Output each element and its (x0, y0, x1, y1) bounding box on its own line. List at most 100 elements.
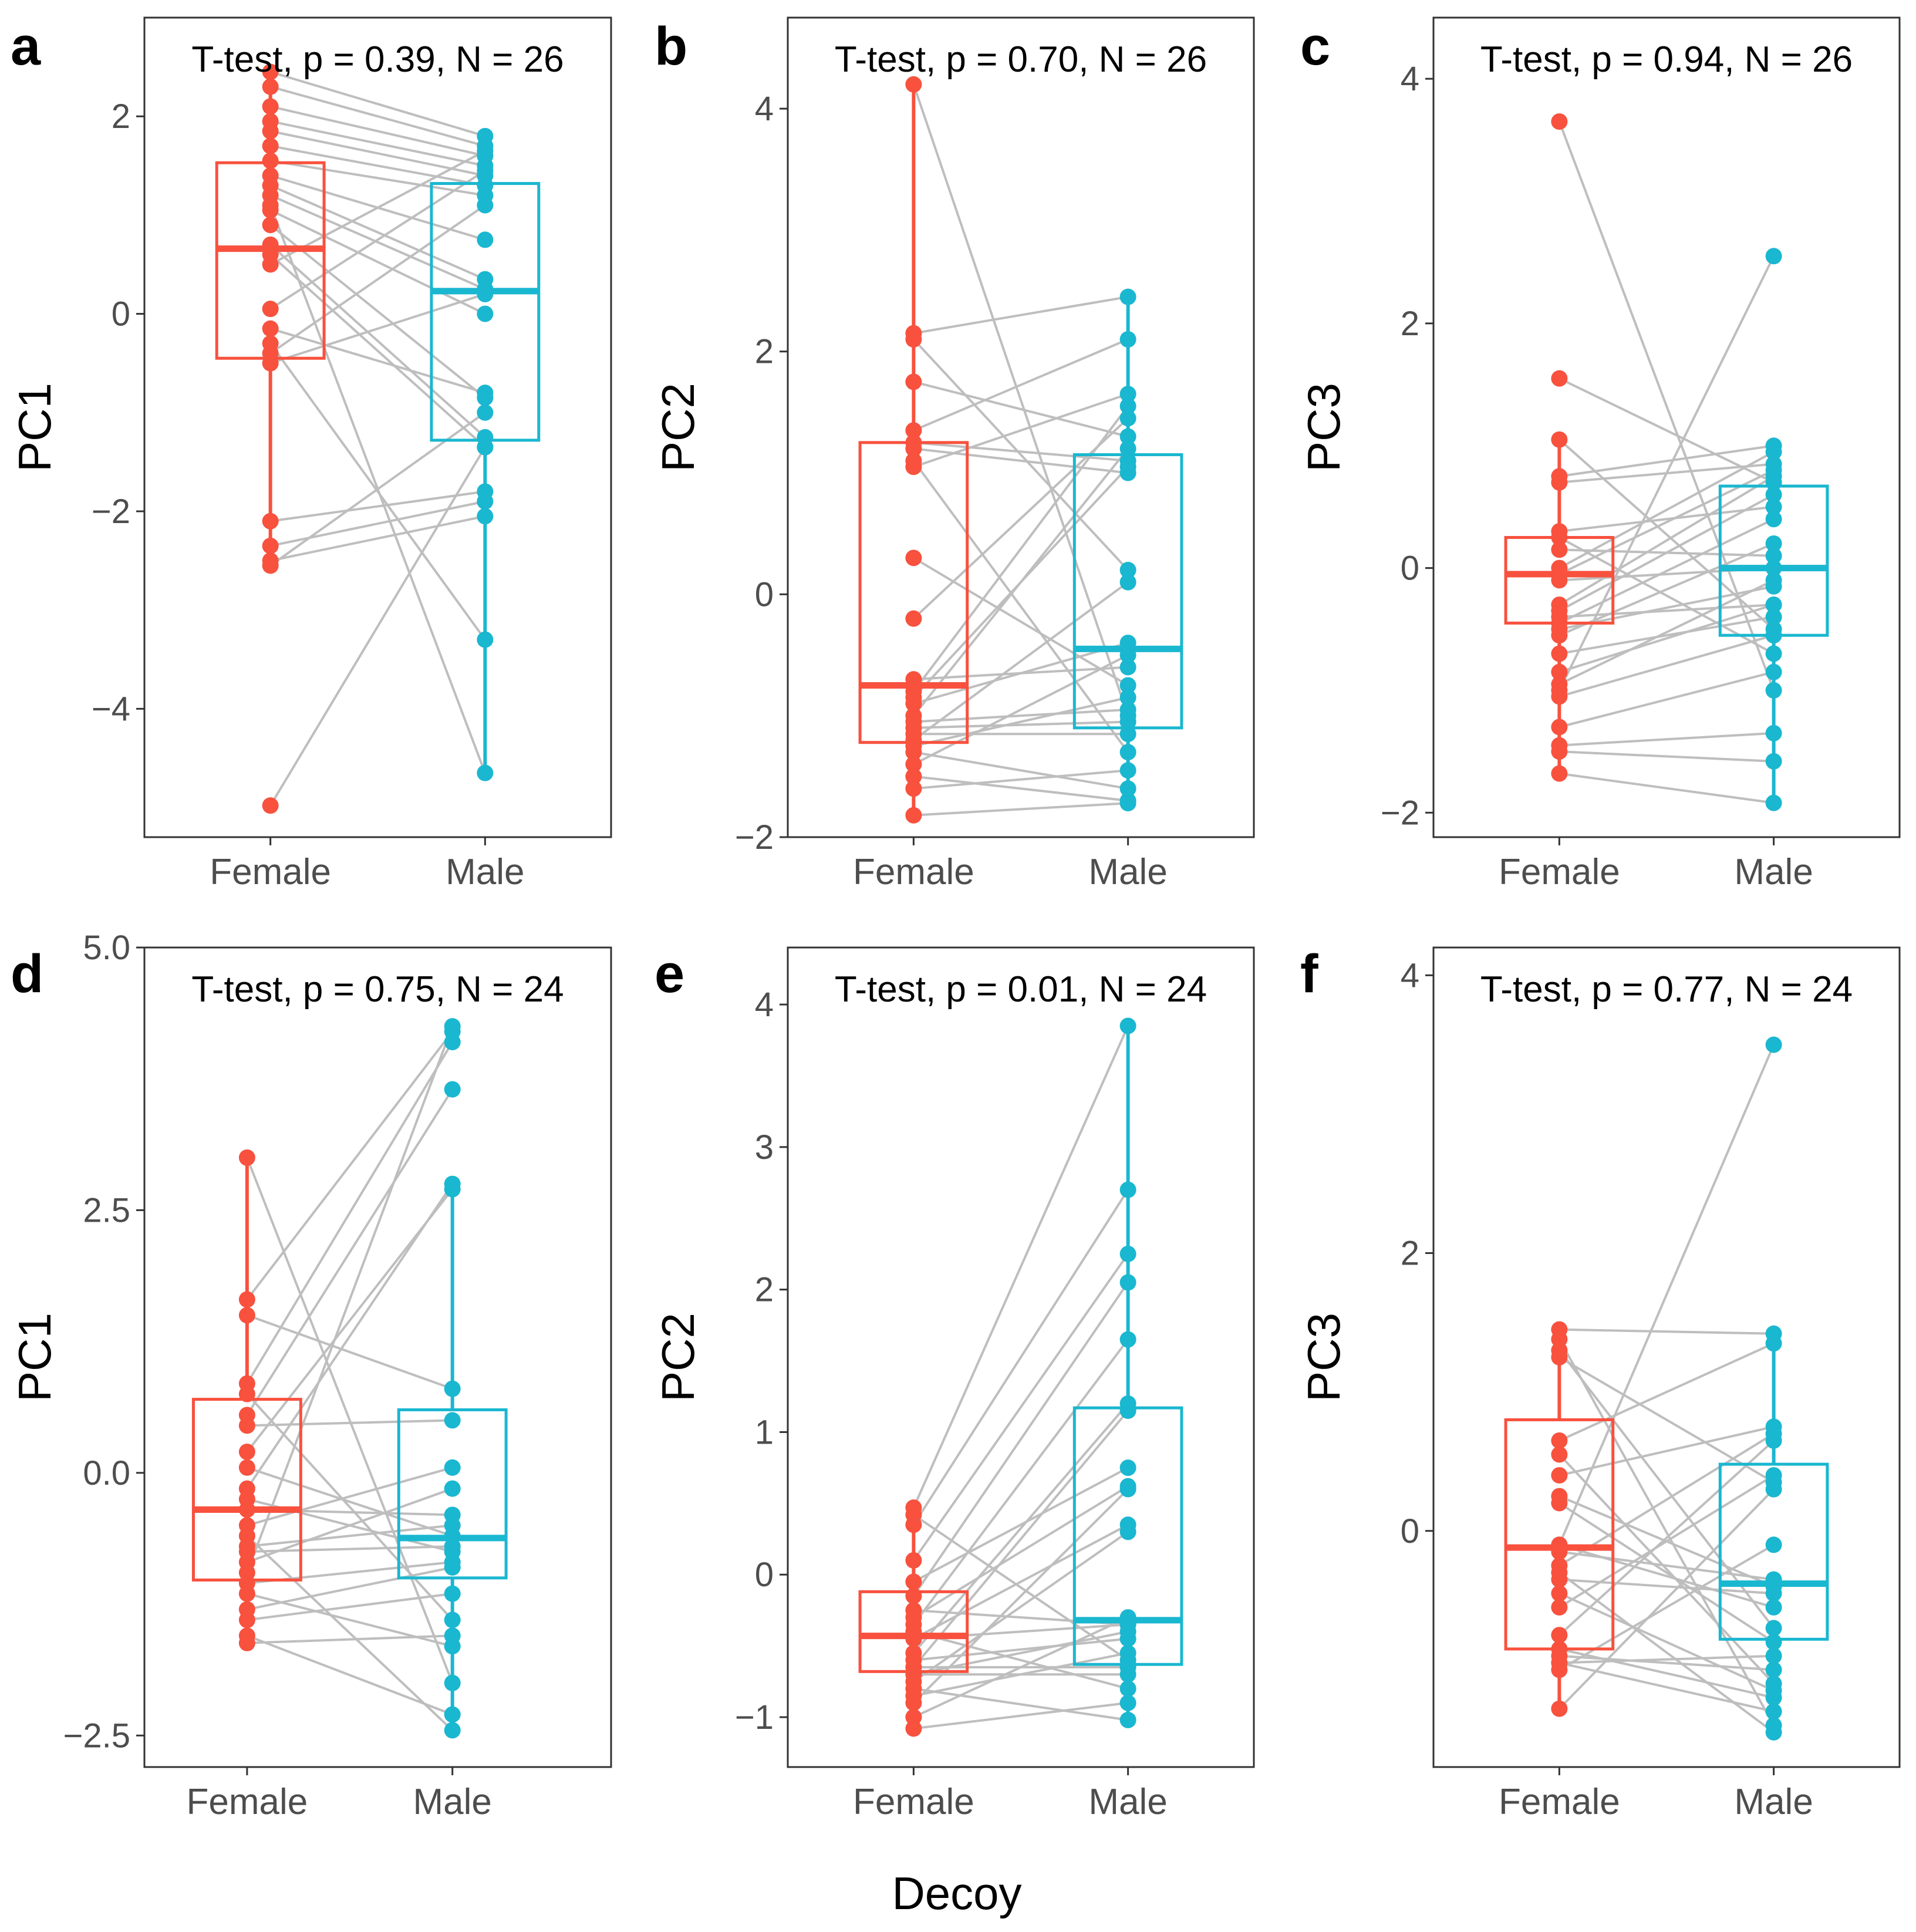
point-female (262, 98, 279, 115)
point-male (477, 764, 494, 781)
ttest-annotation: T-test, p = 0.77, N = 24 (1480, 969, 1853, 1010)
pair-line (1559, 475, 1775, 606)
pair-line (1558, 1454, 1775, 1685)
pair-line (912, 84, 1129, 716)
point-male (1119, 458, 1136, 476)
pair-line (1559, 603, 1774, 618)
point-male (1119, 646, 1136, 663)
pair-line (246, 1393, 454, 1621)
pair-line (1558, 1488, 1775, 1710)
point-female (238, 1611, 255, 1628)
pair-line (1559, 634, 1775, 698)
point-male (1119, 1017, 1136, 1034)
point-male (1119, 1523, 1136, 1540)
pair-line (269, 446, 487, 807)
point-male (1119, 713, 1136, 730)
pair-line (269, 204, 486, 355)
pair-line (1559, 615, 1774, 655)
pair-line (1558, 1338, 1775, 1726)
point-male (1765, 498, 1782, 515)
pair-line (247, 1592, 453, 1621)
point-female (1551, 431, 1568, 448)
point-female (1551, 596, 1568, 613)
point-female (905, 331, 922, 348)
pair-line (247, 1524, 453, 1548)
pair-line (246, 1026, 454, 1573)
x-tick-label-male: Male (413, 1782, 492, 1822)
point-male (444, 1517, 461, 1534)
pair-line (913, 802, 1128, 817)
point-male (444, 1480, 461, 1497)
point-male (1119, 762, 1136, 779)
ttest-annotation: T-test, p = 0.94, N = 26 (1480, 39, 1853, 80)
pair-line (247, 1634, 453, 1716)
pair-line (913, 393, 1129, 468)
y-tick-label: −4 (92, 690, 130, 728)
panel-letter: b (655, 16, 687, 76)
y-tick-label: 0 (1401, 1512, 1419, 1550)
y-tick-label: −2.5 (63, 1717, 131, 1755)
y-axis-label: PC1 (9, 1313, 60, 1402)
point-male (1765, 596, 1782, 613)
pair-line (913, 581, 1129, 741)
point-female (1551, 541, 1568, 558)
point-female (1551, 370, 1568, 387)
point-female (262, 152, 279, 169)
point-female (905, 1659, 922, 1676)
point-female (1551, 1536, 1568, 1553)
pair-line (1559, 505, 1774, 533)
panel-c: c 4 2 0 −2 PC3 Female Male T-test, p = 0.94, N =… (1298, 16, 1901, 892)
panel-border (1432, 946, 1901, 1768)
point-male (1119, 1478, 1136, 1495)
pair-line (269, 170, 486, 310)
point-male (1765, 559, 1782, 576)
pair-line (247, 1634, 453, 1644)
point-female (262, 78, 279, 95)
point-female (238, 1538, 255, 1555)
point-male (477, 508, 494, 525)
point-male (1119, 410, 1136, 427)
ttest-annotation: T-test, p = 0.39, N = 26 (191, 39, 564, 80)
pair-line (1558, 1044, 1775, 1546)
point-female (905, 549, 922, 567)
x-tick-label-male: Male (1734, 1782, 1813, 1822)
pair-line (913, 1513, 1129, 1661)
y-tick-label: 2 (1401, 1235, 1419, 1273)
point-female (905, 671, 922, 688)
point-male (444, 1081, 461, 1098)
point-female (262, 197, 279, 214)
point-male (1765, 627, 1782, 644)
point-male (1765, 547, 1782, 564)
point-male (1765, 1536, 1782, 1553)
x-tick-label-male: Male (1088, 1782, 1167, 1822)
point-male (1119, 635, 1136, 652)
pair-line (1559, 750, 1774, 763)
y-tick-label: 5.0 (83, 929, 130, 967)
point-male (444, 1412, 461, 1429)
pair-line (913, 653, 1129, 766)
panel-letter: f (1300, 944, 1318, 1004)
x-tick-label-female: Female (853, 1782, 974, 1822)
point-male (444, 1627, 461, 1644)
point-female (905, 458, 922, 476)
point-female (905, 440, 922, 457)
panel-border (787, 946, 1255, 1768)
point-male (477, 231, 494, 248)
point-female (905, 780, 922, 797)
point-male (477, 404, 494, 421)
pair-line (1559, 1572, 1775, 1734)
pair-line (1559, 603, 1775, 673)
point-male (1765, 645, 1782, 662)
panel-letter: a (11, 16, 41, 76)
pair-line (269, 194, 486, 291)
point-female (262, 355, 279, 372)
point-female (1551, 765, 1568, 782)
pair-line (913, 751, 1128, 790)
point-female (238, 1149, 255, 1166)
pair-line (1558, 255, 1775, 691)
point-male (1119, 744, 1136, 761)
point-male (1765, 535, 1782, 552)
point-male (1119, 1616, 1136, 1633)
pair-line (913, 557, 1129, 687)
